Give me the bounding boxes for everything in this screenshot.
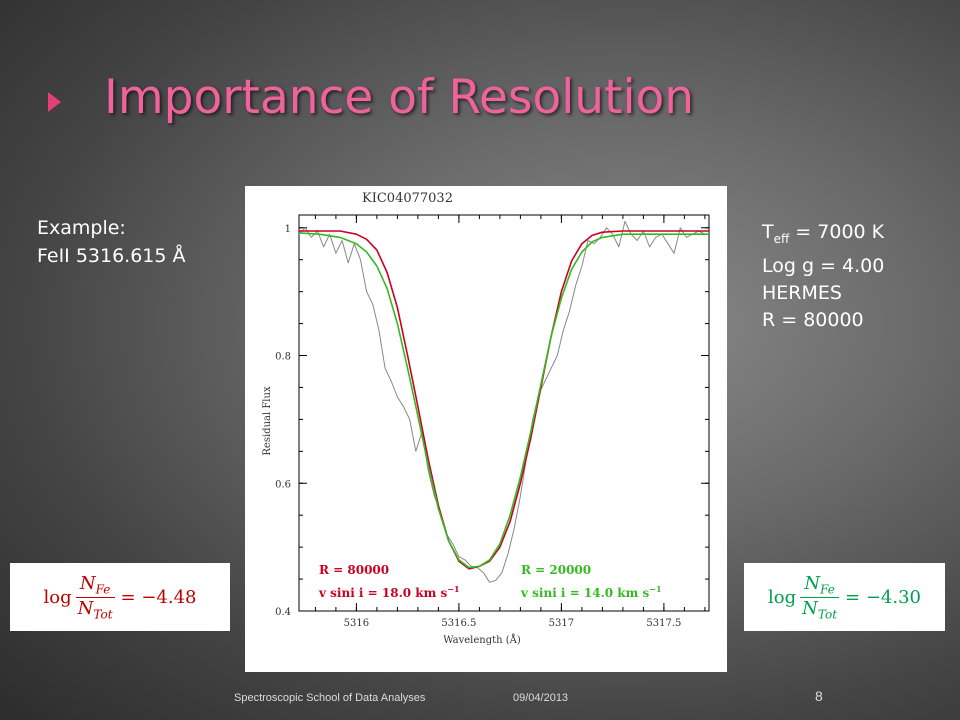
y-tick-label: 0.8 — [275, 352, 291, 363]
annotation-r80000: R = 80000 — [319, 563, 389, 577]
y-tick-label: 0.4 — [275, 607, 291, 618]
eq-left-denominator: NTot — [75, 596, 115, 622]
eq-left-num-sub: Fe — [95, 582, 111, 597]
equation-right-body: log NFe NTot = −4.30 — [768, 573, 921, 621]
y-tick-label: 0.6 — [275, 479, 291, 490]
eq-right-den-sub: Tot — [817, 607, 838, 622]
logg-line: Log g = 4.00 — [762, 254, 885, 277]
chart-title: KIC04077032 — [362, 191, 453, 206]
y-axis-label: Residual Flux — [262, 386, 273, 456]
footer-school: Spectroscopic School of Data Analyses — [234, 692, 426, 704]
x-tick-label: 5316 — [344, 618, 369, 629]
eq-left-den-sub: Tot — [93, 607, 113, 622]
slide-title: Importance of Resolution — [104, 70, 695, 125]
eq-right-fraction: NFe NTot — [800, 573, 840, 622]
vsini-green-text: v sini i = 14.0 km s — [520, 586, 649, 600]
x-tick-label: 5316.5 — [441, 618, 476, 629]
plot-frame — [298, 214, 710, 612]
series-line-observed — [298, 220, 706, 583]
footer-date: 09/04/2013 — [513, 692, 569, 704]
eq-left-value: = −4.48 — [120, 586, 197, 608]
teff-sub: eff — [773, 231, 790, 246]
example-label: Example: — [37, 217, 126, 239]
eq-left-numerator: NFe — [78, 573, 113, 597]
eq-right-numerator: NFe — [802, 573, 837, 597]
teff-value: = 7000 K — [789, 221, 885, 243]
abundance-equation-left: log NFe NTot = −4.48 — [10, 563, 230, 631]
resolution-line: R = 80000 — [762, 308, 864, 331]
eq-left-log: log — [43, 586, 72, 608]
annotation-r20000: R = 20000 — [521, 563, 591, 577]
eq-right-num-sub: Fe — [820, 582, 835, 597]
eq-right-log: log — [768, 586, 797, 608]
x-axis-label: Wavelength (Å) — [443, 634, 521, 646]
instrument-line: HERMES — [762, 281, 842, 304]
equation-left-body: log NFe NTot = −4.48 — [44, 573, 197, 621]
line-identifier: FeII 5316.615 Å — [37, 245, 186, 267]
title-bullet — [48, 92, 61, 112]
eq-right-den-base: N — [802, 597, 818, 619]
vsini-red-text: v sini i = 18.0 km s — [318, 586, 447, 600]
vsini-red-sup: −1 — [447, 584, 459, 594]
abundance-equation-right: log NFe NTot = −4.30 — [744, 563, 945, 631]
eq-left-num-base: N — [79, 572, 96, 594]
page-number: 8 — [815, 688, 823, 704]
annotation-vsini-green: v sini i = 14.0 km s−1 — [520, 584, 662, 600]
vsini-green-sup: −1 — [649, 584, 661, 594]
y-tick-label: 1 — [285, 224, 291, 235]
eq-right-num-base: N — [804, 572, 821, 594]
teff-label: T — [762, 221, 774, 243]
series-line-r80000 — [299, 230, 709, 570]
spectrum-chart: KIC04077032 0.4 0.6 0.8 1 5316 5316.5 5317 531… — [245, 186, 727, 672]
x-tick-label: 5317.5 — [646, 618, 681, 629]
eq-right-denominator: NTot — [800, 596, 840, 622]
stellar-parameters: Teff = 7000 K Log g = 4.00 HERMES R = 80… — [762, 219, 884, 334]
eq-left-den-base: N — [77, 597, 94, 619]
series-line-r20000 — [298, 232, 709, 569]
example-note: Example: FeII 5316.615 Å — [37, 214, 186, 270]
spectrum-chart-svg: KIC04077032 0.4 0.6 0.8 1 5316 5316.5 5317 531… — [262, 191, 710, 646]
x-tick-label: 5317 — [549, 618, 574, 629]
annotation-vsini-red: v sini i = 18.0 km s−1 — [318, 584, 460, 600]
eq-right-value: = −4.30 — [845, 586, 921, 608]
teff-line: Teff = 7000 K — [762, 219, 884, 253]
eq-left-fraction: NFe NTot — [75, 573, 115, 622]
